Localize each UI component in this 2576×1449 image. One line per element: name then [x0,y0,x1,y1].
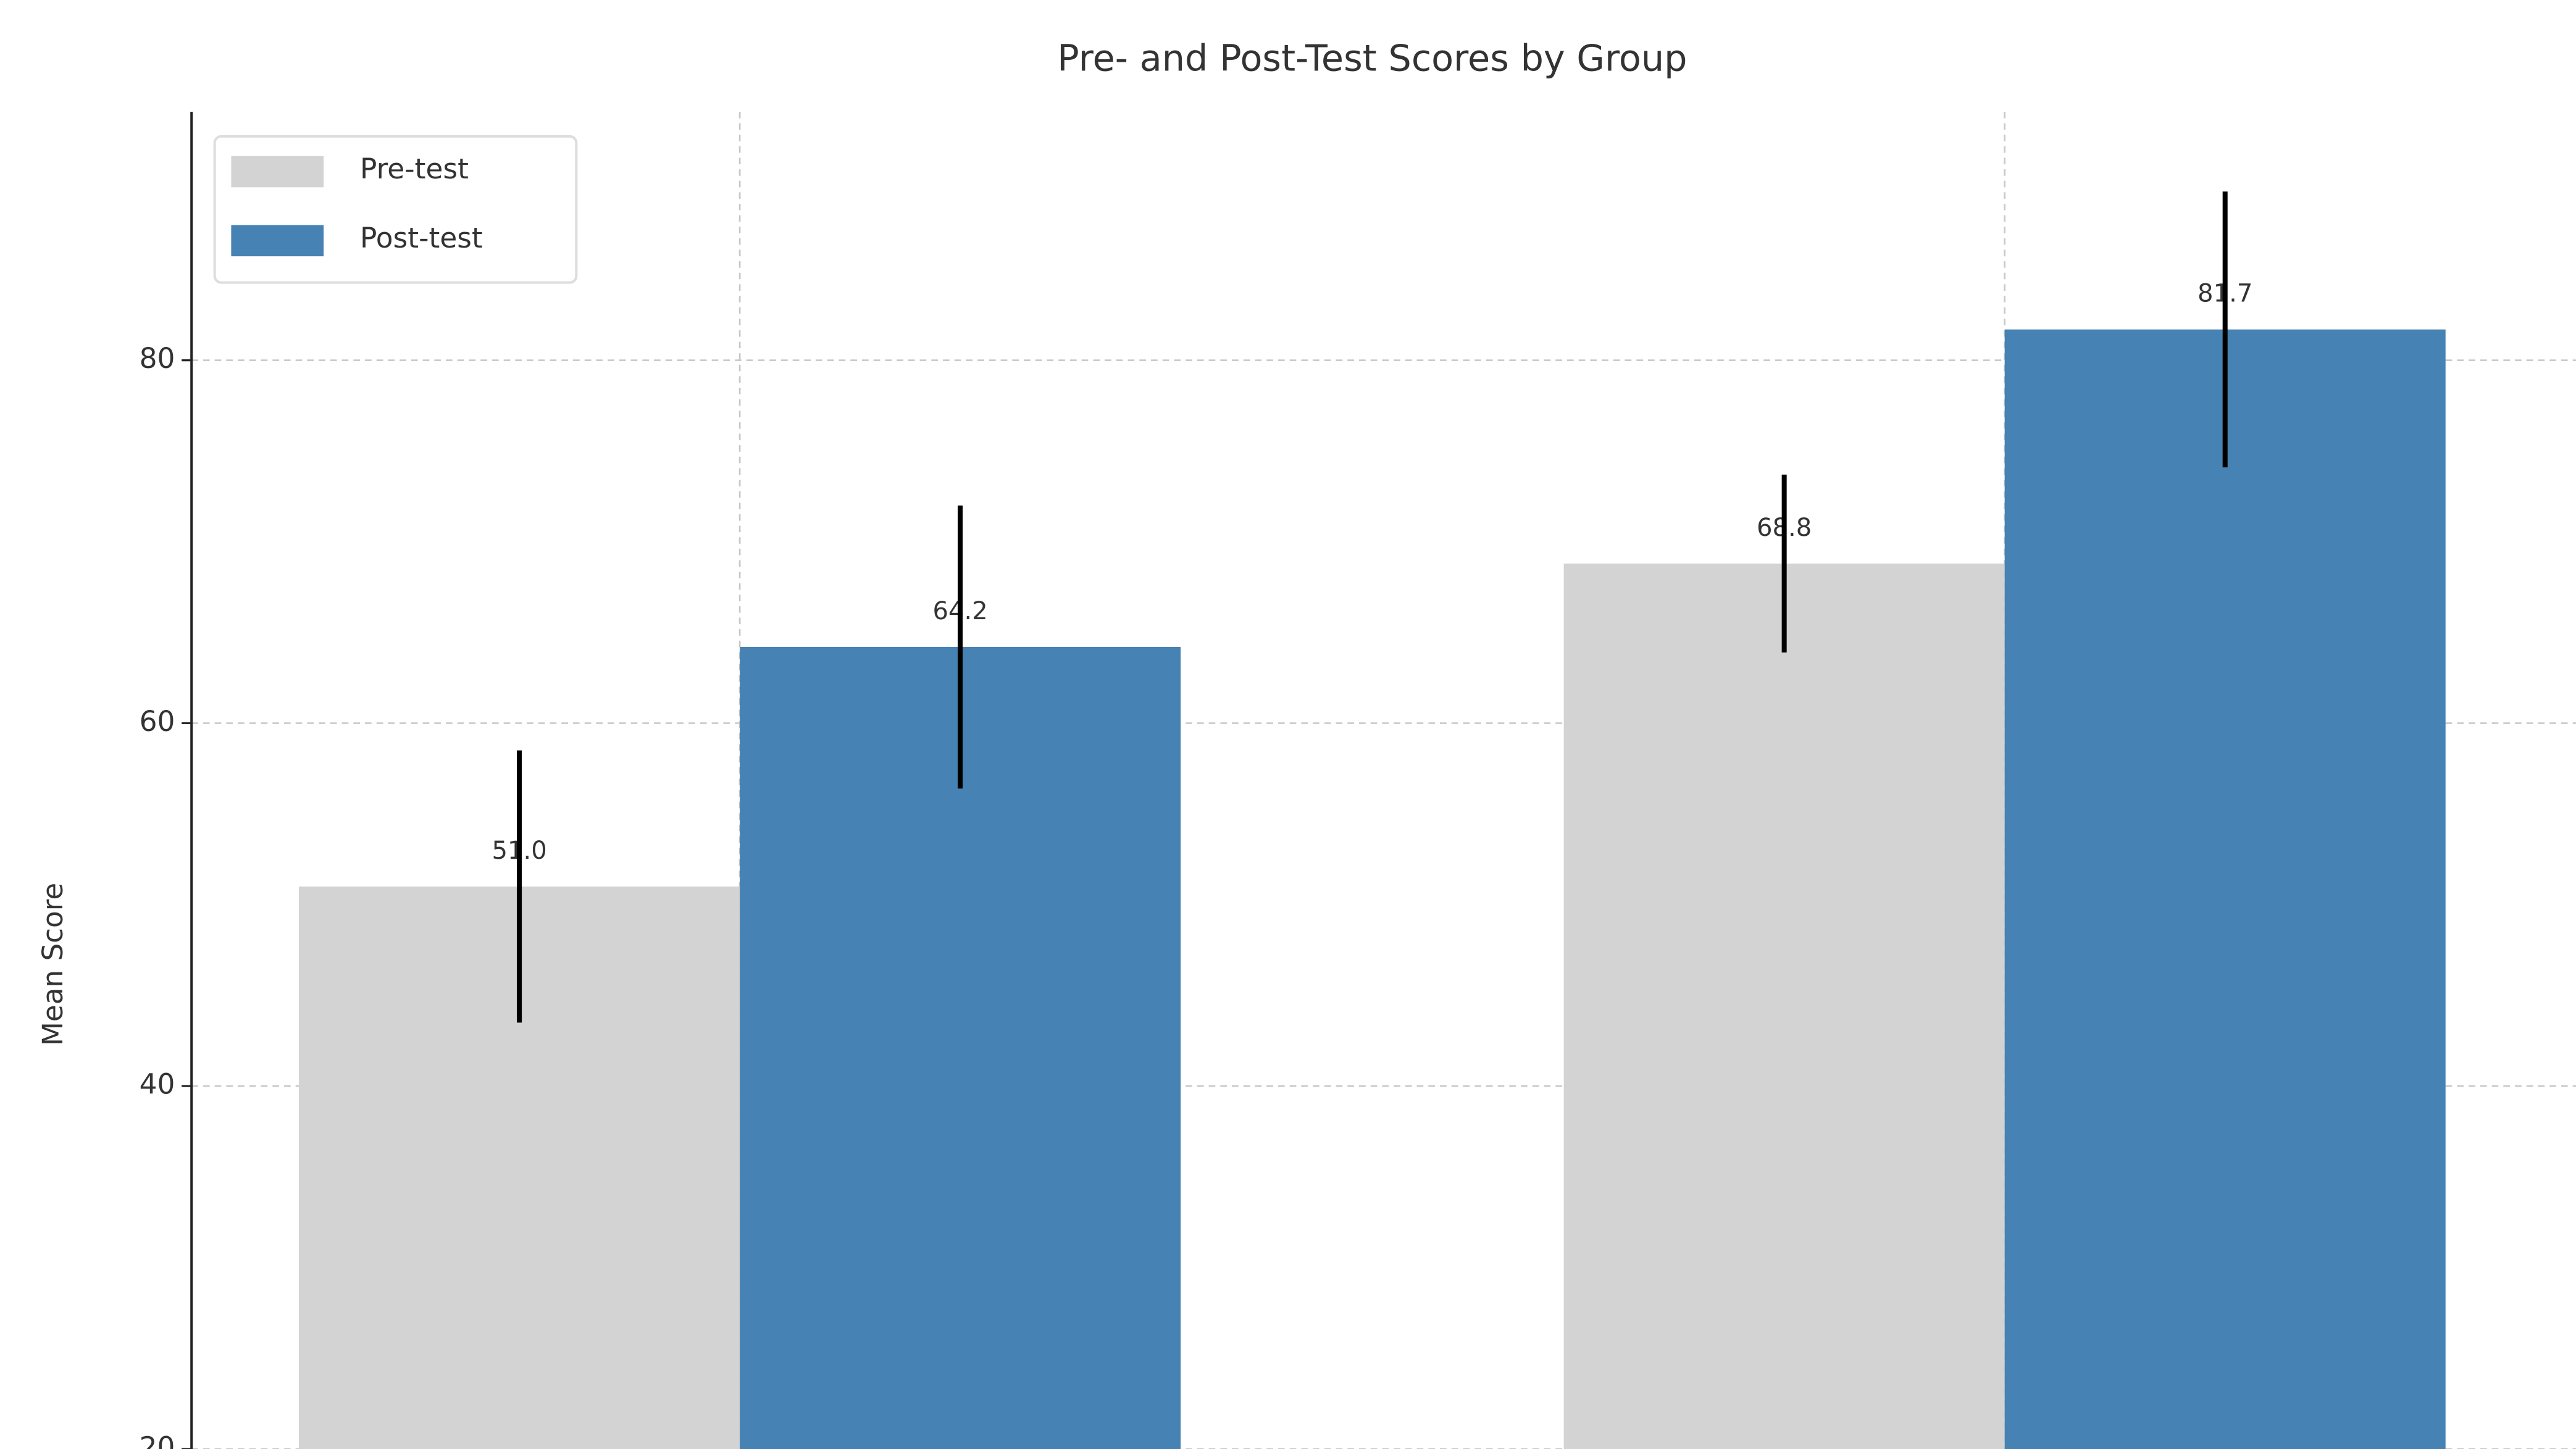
legend-swatch [231,156,324,188]
legend: Pre-test Post-test [213,135,578,284]
legend-swatch [231,225,324,257]
y-tick-label: 40 [140,1068,175,1101]
bar [1563,563,2005,1449]
legend-label: Pre-test [360,152,469,185]
legend-label: Post-test [360,222,483,254]
bar [2004,329,2446,1449]
y-axis-label: Mean Score [36,883,69,1046]
chart-title: Pre- and Post-Test Scores by Group [1057,38,1687,80]
y-tick-label: 20 [140,1431,175,1449]
y-tick-label: 80 [140,342,175,375]
y-tick-label: 60 [140,705,175,738]
